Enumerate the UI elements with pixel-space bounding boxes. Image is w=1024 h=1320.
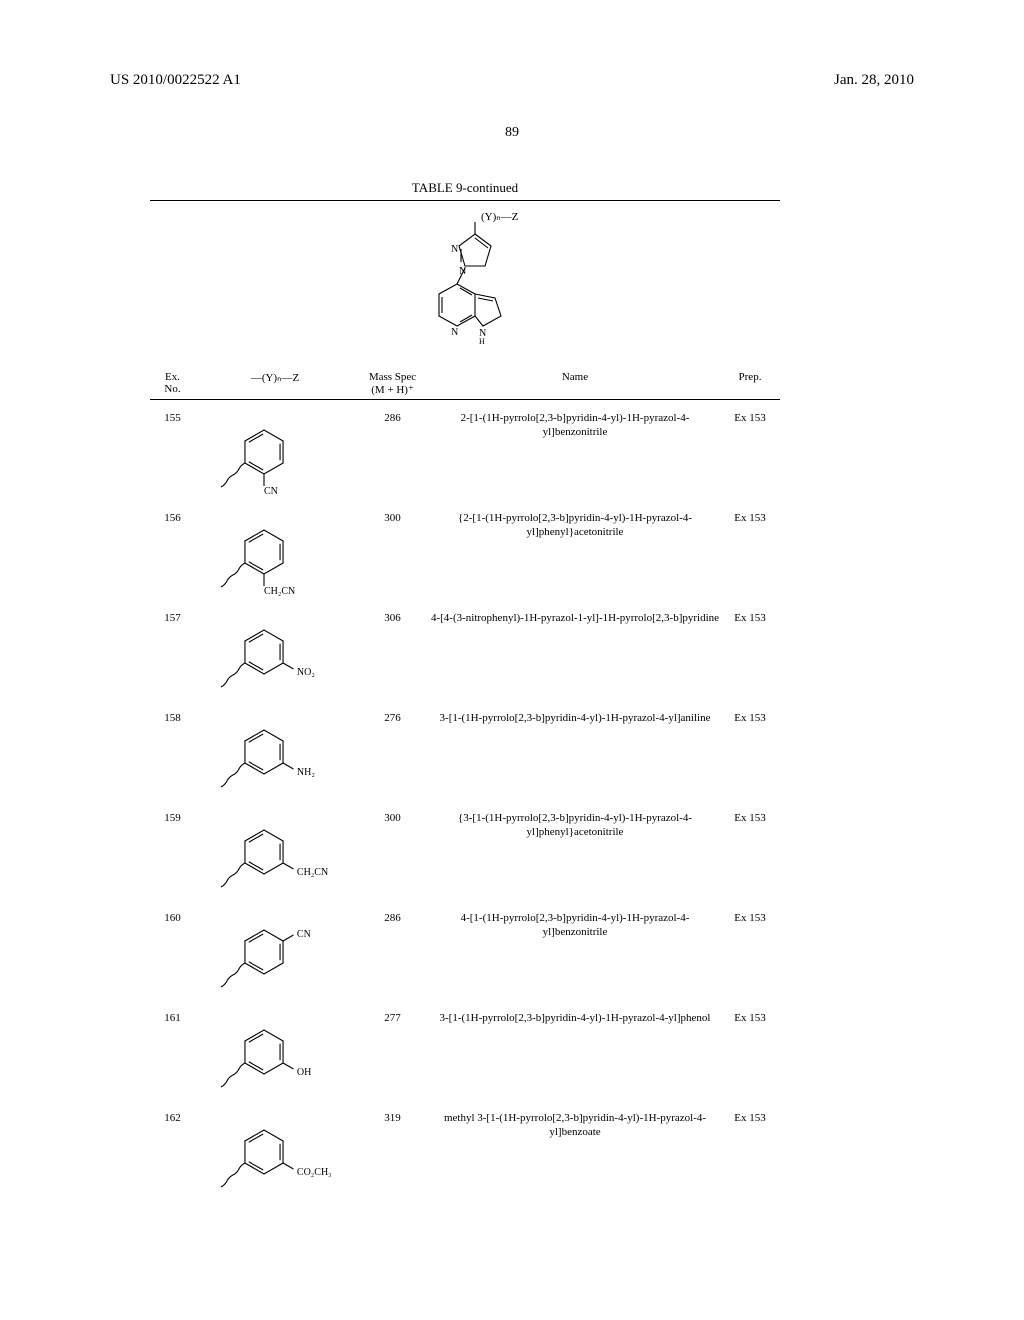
- cell-prep: Ex 153: [720, 808, 780, 824]
- cell-ms: 306: [355, 608, 430, 624]
- cell-prep: Ex 153: [720, 708, 780, 724]
- col-header-ms: Mass Spec(M + H)⁺: [355, 371, 430, 396]
- publication-date: Jan. 28, 2010: [834, 72, 914, 89]
- table-rule-top: [150, 200, 780, 201]
- col-header-ex: Ex.No.: [150, 371, 195, 396]
- cell-ex: 159: [150, 808, 195, 824]
- svg-text:CN: CN: [264, 486, 278, 497]
- cell-ms: 286: [355, 908, 430, 924]
- cell-ms: 277: [355, 1008, 430, 1024]
- svg-text:H: H: [479, 337, 485, 346]
- cell-prep: Ex 153: [720, 608, 780, 624]
- cell-name: 4-[4-(3-nitrophenyl)-1H-pyrazol-1-yl]-1H…: [430, 608, 720, 626]
- table-row: 157 NO₂ 3064-[4-(3-nitrophenyl)-1H-pyraz…: [150, 600, 780, 700]
- col-header-prep: Prep.: [720, 371, 780, 396]
- table-row: 159 CH₂CN 300{3-[1-(1H-pyrrolo[2,3-b]pyr…: [150, 800, 780, 900]
- table-body: 155 CN 2862-[1-(1H-pyrrolo[2,3-b]pyridin…: [150, 400, 780, 1200]
- cell-structure: CN: [195, 908, 355, 1000]
- col-header-yz: —(Y)ₙ—Z: [195, 371, 355, 396]
- table-row: 161 OH 2773-[1-(1H-pyrrolo[2,3-b]pyridin…: [150, 1000, 780, 1100]
- cell-ms: 276: [355, 708, 430, 724]
- svg-text:CO₂CH₃: CO₂CH₃: [297, 1167, 332, 1178]
- cell-prep: Ex 153: [720, 1008, 780, 1024]
- table-row: 162 CO₂CH₃ 319methyl 3-[1-(1H-pyrrolo[2,…: [150, 1100, 780, 1200]
- cell-structure: NH₂: [195, 708, 355, 800]
- cell-structure: OH: [195, 1008, 355, 1100]
- cell-ex: 157: [150, 608, 195, 624]
- cell-ex: 158: [150, 708, 195, 724]
- svg-text:OH: OH: [297, 1067, 311, 1078]
- svg-text:CN: CN: [297, 929, 311, 940]
- cell-name: {2-[1-(1H-pyrrolo[2,3-b]pyridin-4-yl)-1H…: [430, 508, 720, 540]
- cell-structure: CH₂CN: [195, 508, 355, 600]
- cell-structure: CO₂CH₃: [195, 1108, 355, 1200]
- svg-text:CH₂CN: CH₂CN: [297, 867, 328, 878]
- cell-ex: 155: [150, 408, 195, 424]
- svg-text:(Y)ₙ—Z: (Y)ₙ—Z: [481, 211, 519, 223]
- table-9-continued: TABLE 9-continued (Y)ₙ—Z N N: [150, 180, 780, 1200]
- cell-prep: Ex 153: [720, 908, 780, 924]
- cell-prep: Ex 153: [720, 508, 780, 524]
- cell-ex: 162: [150, 1108, 195, 1124]
- cell-ex: 160: [150, 908, 195, 924]
- page-number: 89: [0, 125, 1024, 141]
- cell-name: 4-[1-(1H-pyrrolo[2,3-b]pyridin-4-yl)-1H-…: [430, 908, 720, 940]
- cell-structure: CH₂CN: [195, 808, 355, 900]
- cell-structure: CN: [195, 408, 355, 500]
- cell-prep: Ex 153: [720, 1108, 780, 1124]
- table-title: TABLE 9-continued: [150, 180, 780, 196]
- publication-number: US 2010/0022522 A1: [110, 72, 241, 89]
- cell-name: methyl 3-[1-(1H-pyrrolo[2,3-b]pyridin-4-…: [430, 1108, 720, 1140]
- cell-structure: NO₂: [195, 608, 355, 700]
- cell-ex: 156: [150, 508, 195, 524]
- svg-text:NH₂: NH₂: [297, 767, 315, 778]
- table-row: 158 NH₂ 2763-[1-(1H-pyrrolo[2,3-b]pyridi…: [150, 700, 780, 800]
- cell-ms: 286: [355, 408, 430, 424]
- page-header: US 2010/0022522 A1 Jan. 28, 2010: [0, 72, 1024, 89]
- table-row: 160 CN 2864-[1-(1H-pyrrolo[2,3-b]pyridin…: [150, 900, 780, 1000]
- svg-text:N: N: [451, 244, 458, 255]
- cell-ms: 300: [355, 808, 430, 824]
- table-row: 156 CH₂CN 300{2-[1-(1H-pyrrolo[2,3-b]pyr…: [150, 500, 780, 600]
- cell-prep: Ex 153: [720, 408, 780, 424]
- cell-name: {3-[1-(1H-pyrrolo[2,3-b]pyridin-4-yl)-1H…: [430, 808, 720, 840]
- scaffold-structure: (Y)ₙ—Z N N N N H: [150, 207, 780, 367]
- cell-ms: 300: [355, 508, 430, 524]
- cell-name: 3-[1-(1H-pyrrolo[2,3-b]pyridin-4-yl)-1H-…: [430, 708, 720, 726]
- column-headers: Ex.No. —(Y)ₙ—Z Mass Spec(M + H)⁺ Name Pr…: [150, 371, 780, 400]
- cell-name: 2-[1-(1H-pyrrolo[2,3-b]pyridin-4-yl)-1H-…: [430, 408, 720, 440]
- table-row: 155 CN 2862-[1-(1H-pyrrolo[2,3-b]pyridin…: [150, 400, 780, 500]
- svg-text:NO₂: NO₂: [297, 667, 315, 678]
- svg-text:N: N: [459, 266, 466, 277]
- svg-text:CH₂CN: CH₂CN: [264, 586, 295, 597]
- cell-ex: 161: [150, 1008, 195, 1024]
- cell-ms: 319: [355, 1108, 430, 1124]
- cell-name: 3-[1-(1H-pyrrolo[2,3-b]pyridin-4-yl)-1H-…: [430, 1008, 720, 1026]
- col-header-name: Name: [430, 371, 720, 396]
- svg-text:N: N: [451, 327, 458, 338]
